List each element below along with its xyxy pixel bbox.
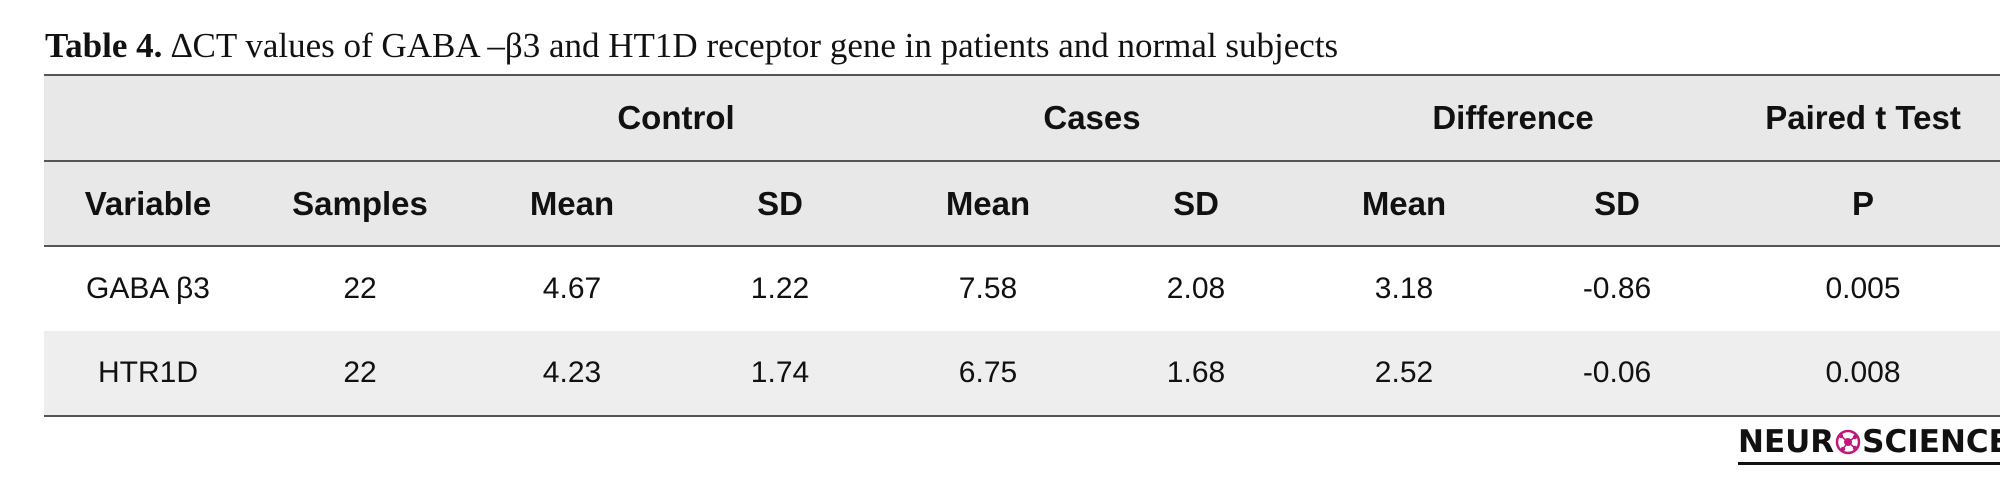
table-row: HTR1D 22 4.23 1.74 6.75 1.68 2.52 -0.06 …	[44, 331, 2000, 417]
table-cell: -0.86	[1582, 272, 1652, 305]
table-cell: 22	[343, 272, 377, 305]
column-header: Mean	[1300, 161, 1508, 247]
table-cell: 2.08	[1166, 272, 1226, 305]
table-cell: 3.18	[1374, 272, 1434, 305]
group-header-row: Control Cases Difference Paired t Test	[44, 74, 2000, 162]
group-header-paired-t-test: Paired t Test	[1726, 74, 2000, 162]
table-row: GABA β3 22 4.67 1.22 7.58 2.08 3.18 -0.8…	[44, 246, 2000, 331]
table-cell: HTR1D	[44, 331, 252, 417]
column-header: SD	[1092, 161, 1300, 247]
table-cell: 0.008	[1726, 331, 2000, 417]
caption-text: ∆CT values of GABA –β3 and HT1D receptor…	[162, 26, 1339, 65]
column-header: Samples	[252, 161, 468, 247]
neuron-icon	[1835, 429, 1861, 455]
table-cell: 6.75	[884, 331, 1092, 417]
logo-text-right: SCIENCE	[1862, 424, 2000, 460]
caption-label: Table 4.	[45, 26, 163, 65]
logo-underline	[1738, 462, 2000, 465]
table-cell: 1.68	[1092, 331, 1300, 417]
column-header: SD	[676, 161, 884, 247]
table-cell: GABA β3	[86, 272, 210, 305]
group-header-difference: Difference	[1300, 74, 1727, 162]
table-cell: 4.67	[542, 272, 602, 305]
column-header: SD	[1508, 161, 1727, 247]
table-cell: 7.58	[958, 272, 1018, 305]
column-header: Variable	[44, 161, 252, 247]
table-cell: 22	[252, 331, 468, 417]
table-cell: 1.22	[750, 272, 810, 305]
table-cell: 1.74	[676, 331, 884, 417]
data-table-container: Control Cases Difference Paired t Test V…	[44, 74, 2000, 417]
group-header-empty	[252, 74, 468, 162]
column-header: Mean	[884, 161, 1092, 247]
column-header: Mean	[468, 161, 676, 247]
table-cell: 0.005	[1825, 272, 1901, 305]
group-header-control: Control	[468, 74, 884, 162]
results-table: Control Cases Difference Paired t Test V…	[44, 74, 2000, 417]
table-caption: Table 4. ∆CT values of GABA –β3 and HT1D…	[45, 22, 1338, 70]
table-cell: 4.23	[468, 331, 676, 417]
group-header-cases: Cases	[884, 74, 1300, 162]
column-header: P	[1726, 161, 2000, 247]
logo-text-left: NEUR	[1738, 424, 1835, 460]
group-header-empty	[44, 74, 252, 162]
table-cell: 2.52	[1300, 331, 1508, 417]
table-cell: -0.06	[1508, 331, 1727, 417]
column-header-row: Variable Samples Mean SD Mean SD Mean SD…	[44, 161, 2000, 247]
neuroscience-logo: NEUR SCIENCE	[1738, 422, 2000, 462]
